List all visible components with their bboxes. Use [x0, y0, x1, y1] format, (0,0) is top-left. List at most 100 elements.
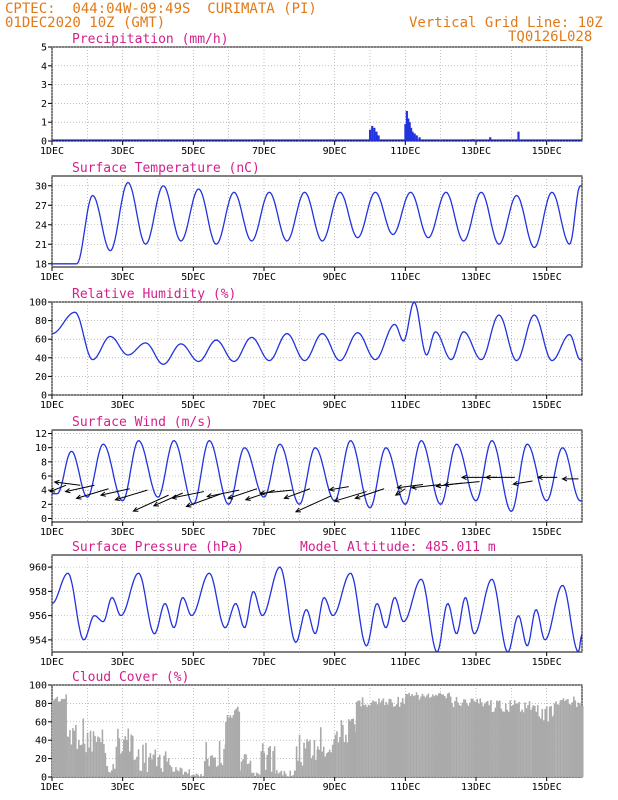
cloud-bar	[464, 699, 467, 777]
cloud-bar	[559, 700, 562, 777]
series-line-pressure	[52, 566, 582, 652]
cloud-bar	[342, 724, 344, 777]
panel-title-precipitation: Precipitation (mm/h)	[72, 32, 229, 47]
wind-vector	[65, 484, 95, 493]
wind-vector	[295, 495, 332, 513]
wind-vector-head	[460, 474, 467, 481]
cloud-bar	[264, 769, 267, 777]
cloud-bar	[482, 706, 485, 777]
x-tick-label-temperature: 13DEC	[461, 272, 491, 283]
cloud-bar	[467, 705, 470, 777]
wind-vector-head	[484, 474, 491, 481]
cloud-bar	[421, 693, 424, 777]
cloud-bar	[578, 703, 581, 777]
precip-bar	[369, 129, 372, 141]
cloud-bar	[512, 704, 514, 777]
cloud-bar	[107, 771, 110, 777]
cloud-bar	[94, 735, 96, 777]
cloud-bar	[280, 770, 283, 777]
cloud-bar	[324, 756, 327, 777]
cloud-bar	[531, 707, 534, 777]
cloud-bar	[473, 701, 476, 777]
x-tick-label-wind: 7DEC	[252, 527, 276, 538]
wind-vector-head	[410, 484, 417, 490]
cloud-bar	[333, 739, 335, 777]
cloud-bar	[221, 765, 224, 777]
cloud-bar	[269, 745, 271, 777]
y-tick-label-precipitation: 3	[41, 80, 47, 91]
x-tick-label-temperature: 11DEC	[390, 272, 420, 283]
wind-vector-head	[294, 507, 301, 513]
cloud-bar	[366, 706, 368, 777]
cloud-bar	[208, 766, 210, 777]
cloud-bar	[251, 772, 253, 777]
cloud-bar	[54, 698, 57, 777]
precip-bar	[404, 124, 407, 141]
cloud-bar	[151, 759, 153, 777]
cloud-bar	[427, 693, 430, 777]
cloud-bar	[92, 731, 95, 777]
x-tick-label-pressure: 7DEC	[252, 657, 276, 668]
cloud-bar	[163, 755, 165, 777]
wind-vector-head	[512, 480, 519, 487]
header-grid-line: Vertical Grid Line: 10Z	[409, 15, 603, 31]
wind-vector	[227, 488, 258, 499]
cloud-bar	[568, 703, 571, 777]
cloud-bar	[266, 755, 269, 777]
cloud-bar	[463, 699, 465, 777]
cloud-bar	[228, 717, 230, 777]
cloud-bar	[551, 716, 554, 777]
cloud-bar	[91, 751, 93, 777]
cloud-bar	[80, 744, 83, 777]
cloud-bar	[439, 692, 442, 777]
wind-vector-head	[561, 476, 568, 482]
cloud-bar	[140, 770, 143, 777]
cloud-bar	[103, 744, 105, 777]
x-tick-label-precipitation: 9DEC	[323, 146, 347, 157]
cloud-bar	[408, 692, 410, 777]
cloud-bar	[225, 721, 227, 777]
cloud-bar	[429, 697, 431, 777]
cloud-bar	[376, 704, 379, 777]
cloud-bar	[211, 755, 213, 777]
cloud-bar	[562, 698, 565, 777]
cloud-bar	[67, 736, 70, 777]
wind-vector	[115, 489, 148, 501]
cloud-bar	[375, 701, 377, 777]
cloud-bar	[411, 693, 413, 777]
cloud-bar	[423, 695, 425, 777]
cloud-bar	[461, 702, 464, 777]
cloud-bar	[510, 705, 513, 777]
cloud-bar	[424, 697, 427, 777]
wind-vector	[395, 488, 406, 496]
cloud-bar	[209, 756, 212, 777]
cloud-bar	[161, 771, 164, 777]
precip-bar	[517, 131, 520, 141]
cloud-bar	[182, 774, 185, 777]
cloud-bar	[412, 695, 415, 777]
cloud-bar	[502, 711, 504, 777]
panel-title-pressure: Surface Pressure (hPa)	[72, 540, 244, 555]
cloud-bar	[542, 720, 545, 777]
cloud-bar	[485, 701, 487, 777]
cloud-bar	[243, 754, 246, 777]
cloud-bar	[477, 703, 480, 777]
cloud-bar	[237, 706, 239, 777]
wind-vector-head	[206, 493, 213, 499]
y-tick-label-temperature: 18	[35, 259, 47, 270]
cloud-bar	[521, 709, 523, 777]
wind-vector-head	[396, 484, 403, 490]
x-tick-label-cloud-cover: 7DEC	[252, 782, 276, 793]
cloud-bar	[525, 708, 528, 777]
cloud-bar	[298, 734, 301, 777]
cloud-bar	[524, 702, 526, 777]
cloud-bar	[385, 701, 388, 777]
cloud-bar	[232, 715, 235, 777]
cloud-bar	[128, 751, 131, 777]
cloud-bar	[313, 740, 316, 777]
cloud-bar	[142, 744, 144, 777]
cloud-bar	[155, 766, 158, 777]
cloud-bar	[449, 696, 452, 777]
cloud-bar	[245, 754, 247, 777]
wind-vector-head	[152, 501, 159, 507]
